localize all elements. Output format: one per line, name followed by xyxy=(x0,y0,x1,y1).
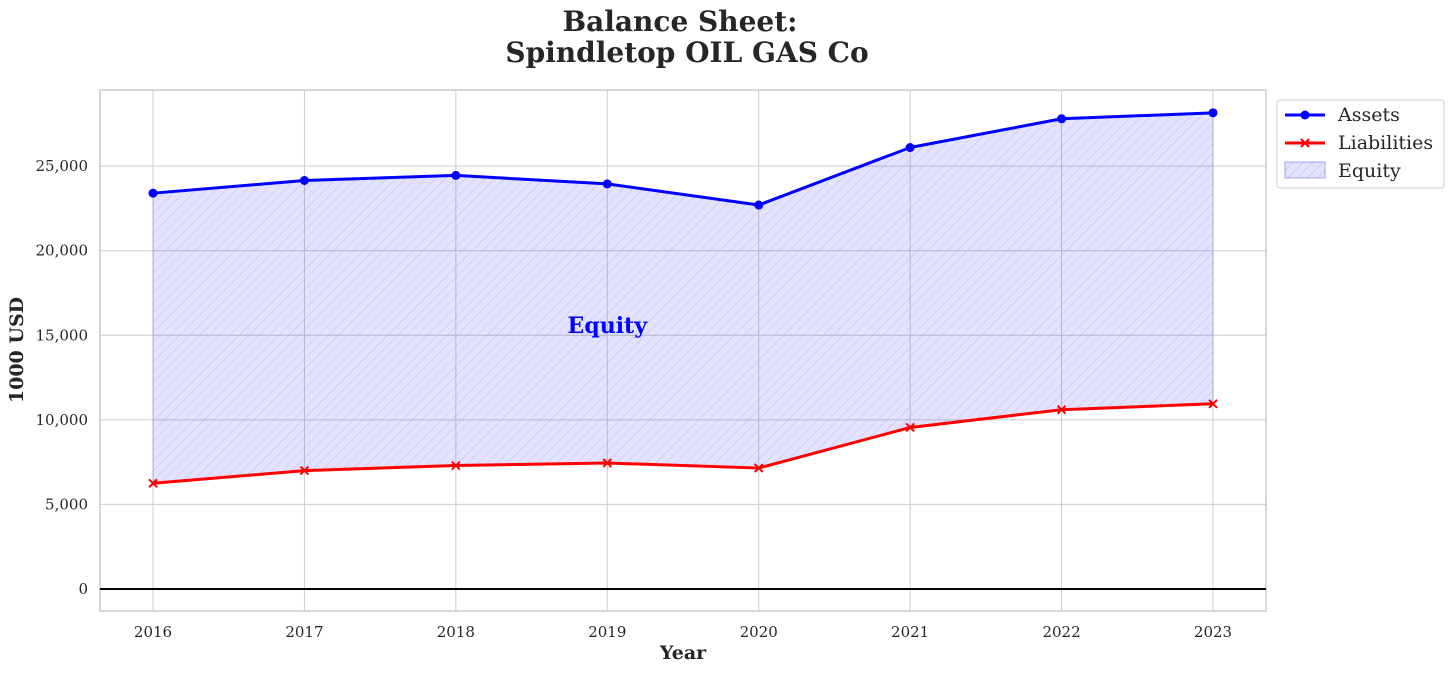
assets-point xyxy=(602,179,612,189)
assets-point xyxy=(905,143,915,153)
x-tick-label: 2022 xyxy=(1042,623,1080,641)
legend-assets-label: Assets xyxy=(1337,104,1400,126)
x-tick-label: 2018 xyxy=(437,623,475,641)
y-axis-label: 1000 USD xyxy=(6,297,28,403)
liabilities-point xyxy=(451,460,461,471)
y-tick-label: 20,000 xyxy=(36,242,89,260)
y-tick-label: 0 xyxy=(78,580,88,598)
assets-point xyxy=(754,200,764,210)
legend-assets-marker xyxy=(1300,110,1310,120)
y-tick-label: 15,000 xyxy=(36,326,89,344)
x-tick-label: 2017 xyxy=(285,623,323,641)
assets-point xyxy=(299,175,309,185)
chart-title-line-2: Spindletop OIL GAS Co xyxy=(505,36,868,69)
chart-title-line-1: Balance Sheet: xyxy=(562,5,797,38)
liabilities-point xyxy=(1208,399,1218,409)
liabilities-line xyxy=(152,402,1214,485)
y-tick-label: 5,000 xyxy=(45,495,88,513)
liabilities-point xyxy=(602,458,612,468)
legend-liabilities-marker xyxy=(1300,138,1310,148)
legend-equity-label: Equity xyxy=(1338,160,1401,182)
x-tick-label: 2021 xyxy=(891,623,929,641)
liabilities-point xyxy=(148,478,158,488)
assets-point xyxy=(1208,108,1218,118)
legend-liabilities-label: Liabilities xyxy=(1338,132,1433,154)
assets-line xyxy=(152,111,1214,207)
x-axis-label: Year xyxy=(659,642,707,664)
y-tick-label: 10,000 xyxy=(36,411,89,429)
y-axis-ticks: 0 5,000 10,000 15,000 20,000 25,000 xyxy=(36,157,89,598)
liabilities-point xyxy=(1056,404,1067,415)
y-tick-label: 25,000 xyxy=(36,157,89,175)
x-tick-label: 2023 xyxy=(1194,623,1232,641)
legend-item-assets: Assets xyxy=(1285,104,1400,126)
liabilities-point xyxy=(905,422,915,433)
legend: Assets Liabilities Equity xyxy=(1276,99,1445,189)
series-lines xyxy=(148,108,1218,488)
liabilities-point xyxy=(754,463,764,473)
liabilities-point xyxy=(299,465,310,476)
assets-point xyxy=(451,170,461,180)
legend-item-equity: Equity xyxy=(1284,160,1401,182)
x-tick-label: 2016 xyxy=(134,623,172,641)
equity-fill xyxy=(152,112,1214,484)
x-tick-label: 2020 xyxy=(740,623,778,641)
assets-point xyxy=(148,188,158,198)
x-tick-label: 2019 xyxy=(588,623,626,641)
x-axis-ticks: 2016 2017 2018 2019 2020 2021 2022 2023 xyxy=(134,623,1232,641)
legend-item-liabilities: Liabilities xyxy=(1285,132,1433,154)
equity-annotation: Equity xyxy=(568,313,649,339)
assets-point xyxy=(1057,114,1067,124)
